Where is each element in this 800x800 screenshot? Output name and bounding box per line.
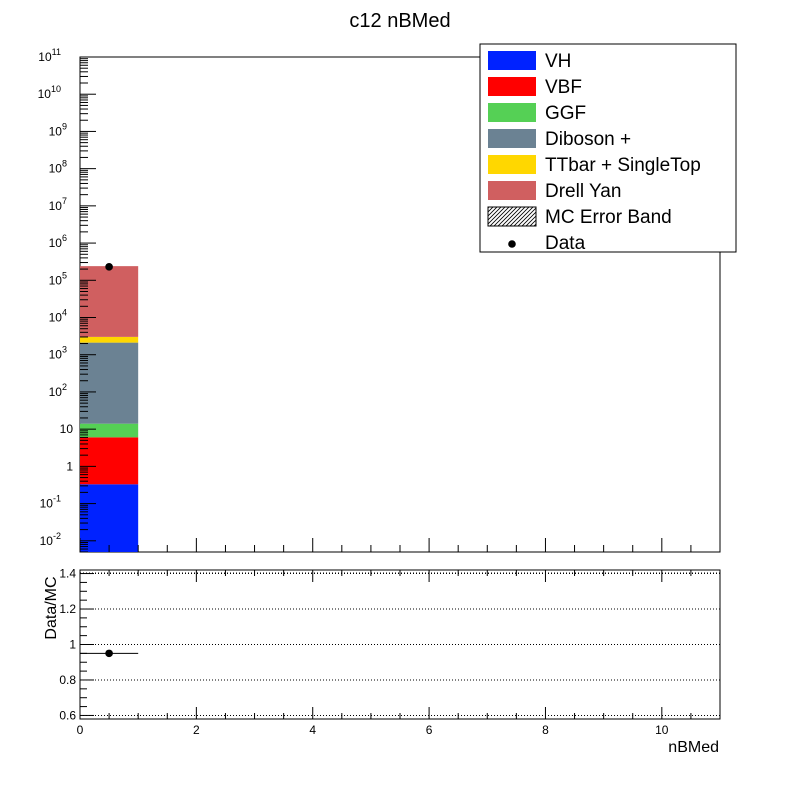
x-axis-label: nBMed: [668, 739, 719, 756]
chart-title: c12 nBMed: [349, 10, 450, 32]
y-tick-label: 102: [49, 382, 67, 399]
y-tick-label: 106: [49, 233, 67, 250]
y-tick-label: 1010: [38, 84, 61, 101]
y-tick-label: 1: [66, 459, 73, 473]
y-tick-label: 10: [60, 422, 74, 436]
x-tick-label: 6: [426, 723, 433, 737]
y-tick-label: 107: [49, 196, 67, 213]
legend-diboson-swatch: [488, 129, 536, 148]
y-tick-label: 10-2: [40, 531, 61, 548]
x-tick-label: 0: [77, 723, 84, 737]
ratio-points: [80, 649, 139, 658]
x-tick-label: 2: [193, 723, 200, 737]
legend-ttbar-singletop-swatch: [488, 155, 536, 174]
ratio-marker: [105, 649, 113, 658]
legend-mc-error-band-label: MC Error Band: [545, 207, 672, 228]
x-axis-top-panel: [79, 538, 692, 552]
legend-vbf-label: VBF: [545, 77, 582, 98]
ratio-y-label: Data/MC: [43, 576, 60, 639]
legend-vbf-swatch: [488, 77, 536, 96]
bar-diboson: [80, 342, 139, 424]
x-tick-label: 4: [309, 723, 316, 737]
ratio-x-axis: 0 2 4 6 8 10: [77, 570, 721, 737]
y-tick-label: 109: [49, 121, 67, 138]
legend-mc-error-band-swatch: [487, 206, 537, 227]
stacked-bars: [80, 266, 139, 552]
y-tick-label: 105: [49, 270, 67, 287]
y-tick-label: 104: [49, 308, 67, 325]
legend-data-marker: [508, 240, 516, 248]
legend-ttbar-singletop-label: TTbar + SingleTop: [545, 155, 701, 176]
legend-ggf-swatch: [488, 103, 536, 122]
x-tick-label: 10: [655, 723, 669, 737]
y-axis: 10-2 10-1 1 10 102 103 104 105 106 107 108 109 1010 1…: [38, 47, 96, 553]
y-tick-label: 108: [49, 159, 67, 176]
legend-drell-yan-swatch: [488, 181, 536, 200]
y-tick-label: 10-1: [40, 494, 61, 511]
ratio-y-tick-label: 0.6: [59, 708, 76, 722]
legend-ggf-label: GGF: [545, 103, 586, 124]
bar-drell-yan: [80, 266, 139, 337]
legend-vh-label: VH: [545, 51, 571, 72]
y-tick-label: 1011: [38, 47, 61, 64]
main-plot: 10-2 10-1 1 10 102 103 104 105 106 107 108 109 1010 1…: [38, 47, 721, 553]
bar-ttbar-singletop: [80, 336, 139, 343]
ratio-gridlines: [80, 572, 720, 716]
ratio-y-tick-label: 1.4: [59, 567, 76, 581]
legend-drell-yan-label: Drell Yan: [545, 181, 621, 202]
ratio-y-tick-label: 1.2: [59, 602, 76, 616]
legend-vh-swatch: [488, 51, 536, 70]
x-tick-label: 8: [542, 723, 549, 737]
legend-diboson-label: Diboson +: [545, 129, 631, 150]
y-tick-label: 103: [49, 345, 67, 362]
ratio-y-tick-label: 0.8: [59, 673, 76, 687]
legend: VH VBF GGF Diboson + TTbar + SingleTop Drell …: [479, 43, 737, 254]
bar-vbf: [80, 437, 139, 485]
bar-vh: [80, 484, 139, 552]
bar-ggf: [80, 423, 139, 438]
data-points: [105, 263, 113, 271]
ratio-plot: 0.6 0.8 1 1.2 1.4 0 2 4 6 8 10 Data/MC nBMed: [43, 567, 721, 756]
data-marker: [105, 263, 113, 271]
ratio-y-tick-label: 1: [69, 638, 76, 652]
ratio-y-axis: 0.6 0.8 1 1.2 1.4: [59, 567, 94, 722]
legend-data-label: Data: [545, 233, 586, 254]
